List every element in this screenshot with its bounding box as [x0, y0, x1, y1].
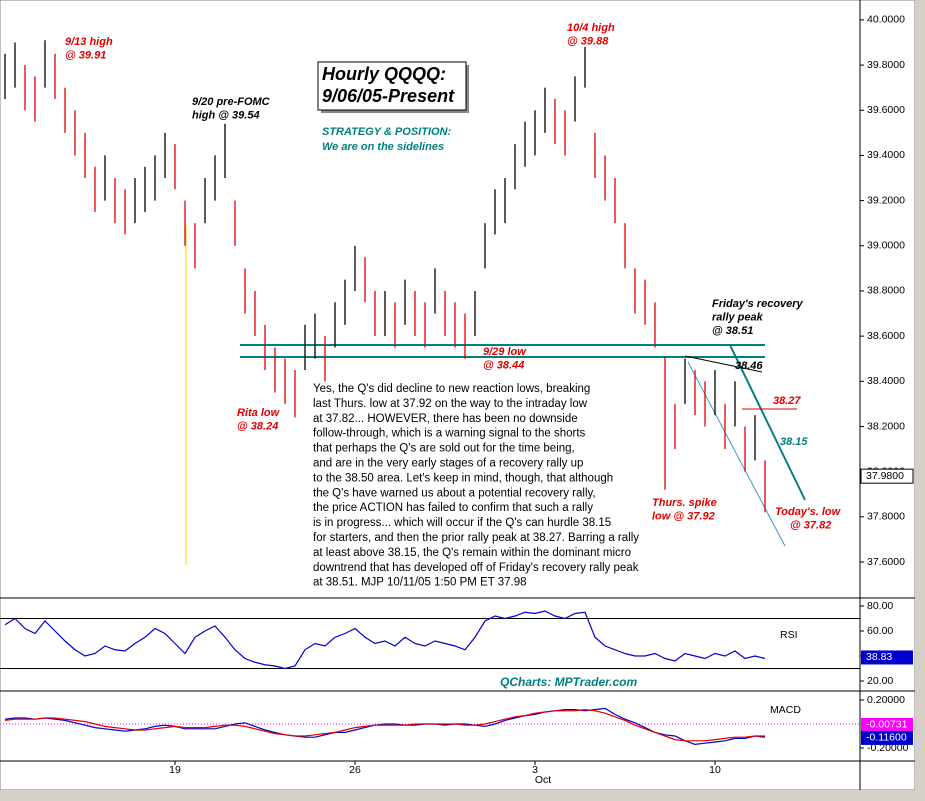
scrollbar [915, 0, 925, 801]
annotation: 38.15 [780, 436, 808, 448]
last-value-box [861, 730, 913, 745]
commentary-line: for starters, and then the prior rally p… [313, 532, 639, 544]
annotation: high @ 39.54 [192, 109, 260, 121]
last-value-label: -0.00731 [866, 719, 908, 731]
commentary-line: the Q's have warned us about a potential… [313, 487, 596, 499]
last-value-label: 37.9800 [866, 470, 904, 482]
commentary-line: downtrend that has developed off of Frid… [313, 562, 639, 574]
title: Hourly QQQQ: [322, 64, 446, 84]
annotations: 40.0000 39.8000 39.6000 39.4000 39.2000 39.00… [0, 14, 914, 786]
last-value-label: -0.11600 [866, 732, 907, 744]
annotation: Friday's recovery [712, 298, 804, 310]
annotation: 38.27 [773, 395, 801, 407]
indicator-line [4, 707, 766, 746]
y-tick-label: 39.8000 [867, 59, 905, 71]
x-sub-label: Oct [535, 774, 551, 786]
commentary-line: follow-through, which is a warning signa… [313, 428, 586, 440]
annotation: 9/13 high [65, 36, 113, 48]
x-tick-label: 19 [169, 764, 181, 776]
indicator-line [4, 708, 765, 742]
x-tick-label: 3 [532, 764, 538, 776]
y-tick-label: 60.00 [867, 625, 893, 637]
y-tick-label: 37.6000 [867, 556, 905, 568]
trend-line [687, 361, 786, 547]
y-tick-label: 38.6000 [867, 330, 905, 342]
y-tick-label: 38.8000 [867, 285, 905, 297]
y-tick-label: 39.4000 [867, 149, 905, 161]
annotation: 10/4 high [567, 22, 615, 34]
panel-label: RSI [780, 629, 798, 641]
annotation: @ 38.44 [483, 359, 524, 371]
x-tick-label: 26 [349, 764, 361, 776]
commentary-line: is in progress... which will occur if th… [313, 517, 611, 529]
title: 9/06/05-Present [322, 86, 455, 106]
y-tick-label: 40.0000 [867, 14, 905, 26]
indicator-line [4, 610, 766, 670]
last-value-box [861, 650, 913, 665]
commentary-line: the price ACTION has failed to confirm t… [313, 502, 593, 514]
y-tick-label: 38.4000 [867, 375, 905, 387]
annotation: low @ 37.92 [652, 510, 715, 522]
annotation: 38.46 [735, 360, 763, 372]
y-tick-label: 39.0000 [867, 240, 905, 252]
panel-label: MACD [770, 704, 801, 716]
annotation: @ 37.82 [790, 519, 831, 531]
strategy: STRATEGY & POSITION: [322, 126, 451, 138]
status-bar [0, 790, 925, 801]
y-tick-label: 37.8000 [867, 511, 905, 523]
annotation: Today's. low [775, 506, 842, 518]
last-value-box [860, 468, 914, 484]
watermark: QCharts: MPTrader.com [500, 675, 637, 689]
commentary-line: at 37.82... HOWEVER, there has been no d… [313, 413, 578, 425]
strategy: We are on the sidelines [322, 141, 444, 153]
commentary-line: at 38.51. MJP 10/11/05 1:50 PM ET 37.98 [313, 577, 527, 589]
annotation: rally peak [712, 311, 764, 323]
y-tick-label: 39.2000 [867, 194, 905, 206]
y-tick-label: 80.00 [867, 600, 893, 612]
annotation: @ 39.88 [567, 35, 609, 47]
annotation: @ 39.91 [65, 49, 106, 61]
last-value-label: 38.83 [866, 651, 892, 663]
commentary-line: to the 38.50 area. Let's keep in mind, t… [313, 472, 613, 484]
trend-line [684, 355, 763, 373]
x-tick-label: 10 [709, 764, 721, 776]
annotation: Rita low [237, 407, 281, 419]
commentary-line: that perhaps the Q's are sold out for th… [313, 443, 575, 455]
annotation: @ 38.51 [712, 325, 753, 337]
y-tick-label: 0.20000 [867, 694, 905, 706]
trend-line [729, 344, 806, 501]
annotation: 9/20 pre-FOMC [192, 96, 271, 108]
commentary-line: at least above 38.15, the Q's remain wit… [313, 547, 631, 559]
commentary-line: Yes, the Q's did decline to new reaction… [313, 383, 590, 395]
y-tick-label: 39.6000 [867, 104, 905, 116]
annotation: Thurs. spike [652, 497, 717, 509]
last-value-box [861, 717, 913, 732]
commentary-line: last Thurs. low at 37.92 on the way to t… [313, 398, 588, 410]
title-box [317, 61, 467, 111]
y-tick-label: 38.2000 [867, 420, 905, 432]
annotation: 9/29 low [483, 346, 527, 358]
y-tick-label: 20.00 [867, 675, 893, 687]
annotation: @ 38.24 [237, 420, 278, 432]
commentary-line: and are in the very early stages of a re… [313, 458, 583, 470]
